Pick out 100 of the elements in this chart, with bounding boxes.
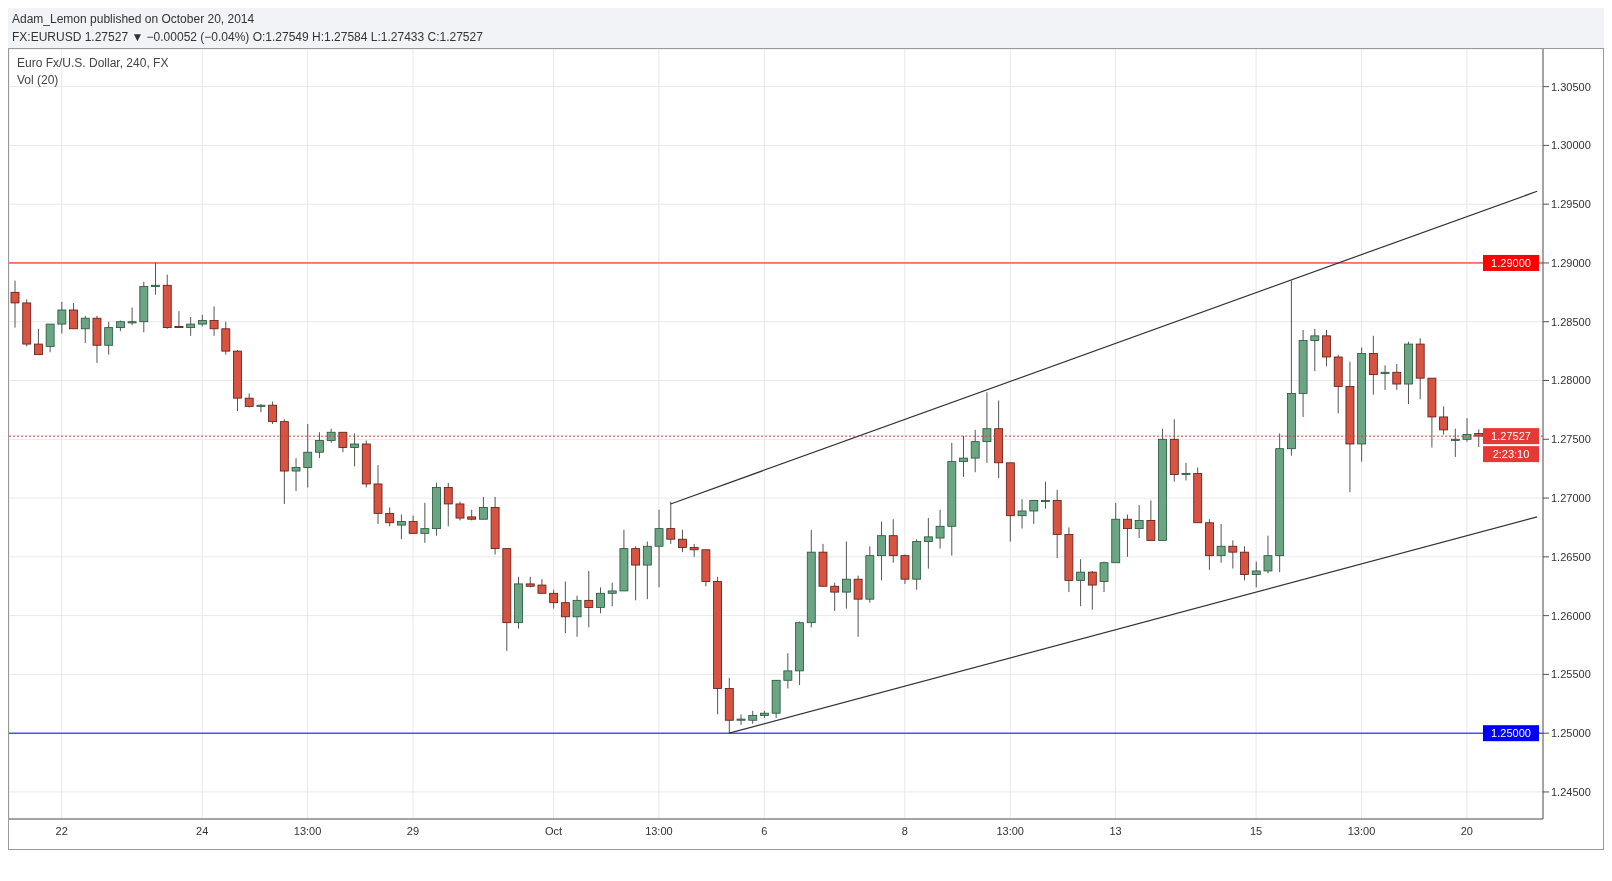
- candlestick: [455, 501, 465, 521]
- candlestick: [127, 307, 137, 326]
- annotation: 2:23:10: [1492, 448, 1530, 461]
- y-tick-label: 1.30000: [1551, 139, 1591, 152]
- ref-line-label: 1.27527: [1491, 430, 1531, 443]
- candlestick: [186, 316, 196, 337]
- y-tick-label: 1.27000: [1551, 491, 1591, 504]
- candlestick: [736, 713, 746, 726]
- candlestick: [970, 429, 980, 473]
- candlestick: [1029, 499, 1039, 525]
- candlestick: [350, 432, 359, 467]
- y-tick-label: 1.30500: [1551, 80, 1591, 93]
- x-tick-label: 29: [406, 824, 420, 837]
- candlestick: [10, 280, 20, 329]
- candlestick: [900, 554, 910, 585]
- candlestick: [842, 541, 851, 610]
- ref-line-label: 1.25000: [1491, 727, 1531, 740]
- x-tick-label: Oct: [544, 824, 563, 837]
- text: FX:EURUSD 1.27527 ▼ −0.00052 (−0.04%) O:1.27549 H:1.27584 L:1.27433 C:1.27527: [12, 29, 484, 46]
- candlestick: [549, 589, 559, 610]
- annotation: Vol (20): [17, 72, 60, 89]
- candlestick: [80, 315, 90, 344]
- x-tick-label: 24: [196, 824, 209, 837]
- x-tick-label: 15: [1249, 824, 1263, 837]
- candlestick: [315, 431, 324, 459]
- candlestick: [1017, 498, 1027, 530]
- candlestick: [678, 529, 687, 553]
- y-tick-label: 1.25000: [1551, 727, 1591, 740]
- ref-line-label: 1.29000: [1491, 256, 1531, 269]
- y-tick-label: 1.28000: [1551, 374, 1591, 387]
- candlestick: [443, 482, 453, 527]
- candlestick: [1146, 499, 1156, 541]
- candlestick: [923, 517, 933, 570]
- y-tick-label: 1.24500: [1551, 785, 1591, 798]
- candlestick: [935, 509, 945, 550]
- candlestick: [1322, 329, 1331, 367]
- candlestick: [877, 521, 886, 581]
- candlestick: [1087, 570, 1097, 611]
- candlestick: [209, 305, 219, 337]
- candlestick: [385, 506, 395, 527]
- candlestick: [642, 541, 652, 600]
- candlestick: [654, 509, 664, 588]
- y-tick-label: 1.26000: [1551, 609, 1591, 622]
- candlestick: [1240, 545, 1249, 581]
- x-tick-label: 13: [1109, 824, 1122, 837]
- y-tick-label: 1.27500: [1551, 433, 1591, 446]
- x-tick-label: 20: [1460, 824, 1474, 837]
- candlestick: [888, 518, 898, 564]
- candlestick: [1181, 462, 1191, 481]
- candlestick: [1368, 335, 1378, 396]
- x-tick-label: 13:00: [645, 824, 673, 837]
- x-tick-label: 22: [55, 824, 68, 837]
- y-tick-label: 1.28500: [1551, 315, 1591, 328]
- candlestick: [607, 582, 617, 607]
- text: Adam_Lemon published on October 20, 2014: [12, 11, 256, 28]
- candlestick: [596, 586, 605, 614]
- candlestick: [982, 391, 992, 464]
- candlestick: [174, 310, 184, 329]
- candlestick: [268, 401, 278, 425]
- candlestick: [1439, 405, 1449, 436]
- candlestick: [291, 457, 301, 492]
- y-tick-label: 1.25500: [1551, 668, 1591, 681]
- candlestick: [1380, 364, 1390, 391]
- candlestick: [151, 262, 160, 296]
- candlestick: [1392, 363, 1402, 391]
- candlestick: [853, 575, 863, 638]
- candlestick: [1123, 514, 1132, 558]
- candlestick: [666, 501, 676, 545]
- candlestick: [420, 502, 430, 544]
- candlestick: [1310, 328, 1320, 372]
- candlestick: [397, 514, 406, 540]
- y-tick-label: 1.29500: [1551, 198, 1591, 211]
- candlestick: [303, 423, 313, 488]
- candlestick: [1041, 481, 1050, 510]
- candlestick: [631, 545, 641, 601]
- candlestick: [45, 323, 55, 353]
- candlestick: [57, 301, 67, 334]
- x-tick-label: 13:00: [996, 824, 1024, 837]
- candlestick: [1251, 561, 1261, 588]
- candlestick: [1228, 539, 1238, 570]
- candlestick: [1134, 504, 1144, 539]
- candlestick: [560, 581, 570, 634]
- candlestick: [221, 321, 231, 356]
- candlestick: [830, 582, 840, 612]
- candlestick: [1216, 523, 1226, 564]
- x-tick-label: 13:00: [1347, 824, 1376, 837]
- candlestick: [479, 496, 488, 520]
- candlestick: [256, 403, 266, 413]
- x-tick-label: 8: [901, 824, 908, 837]
- candlestick: [584, 570, 594, 628]
- y-tick-label: 1.29000: [1551, 256, 1591, 269]
- candlestick: [34, 328, 43, 356]
- candlestick: [1263, 535, 1273, 574]
- candlestick: [783, 652, 793, 690]
- candlestick: [959, 435, 968, 478]
- y-tick-label: 1.26500: [1551, 550, 1591, 563]
- candlestick: [572, 595, 582, 638]
- text: Euro Fx/U.S. Dollar, 240, FX: [17, 55, 169, 72]
- candlestick: [69, 302, 78, 330]
- candlestick: [104, 321, 114, 356]
